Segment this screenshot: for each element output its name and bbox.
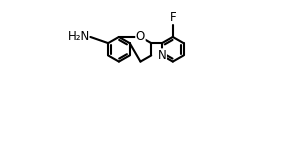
Text: O: O xyxy=(136,30,145,43)
Text: H₂N: H₂N xyxy=(67,30,90,43)
Text: F: F xyxy=(169,11,176,24)
Text: N: N xyxy=(158,49,166,62)
